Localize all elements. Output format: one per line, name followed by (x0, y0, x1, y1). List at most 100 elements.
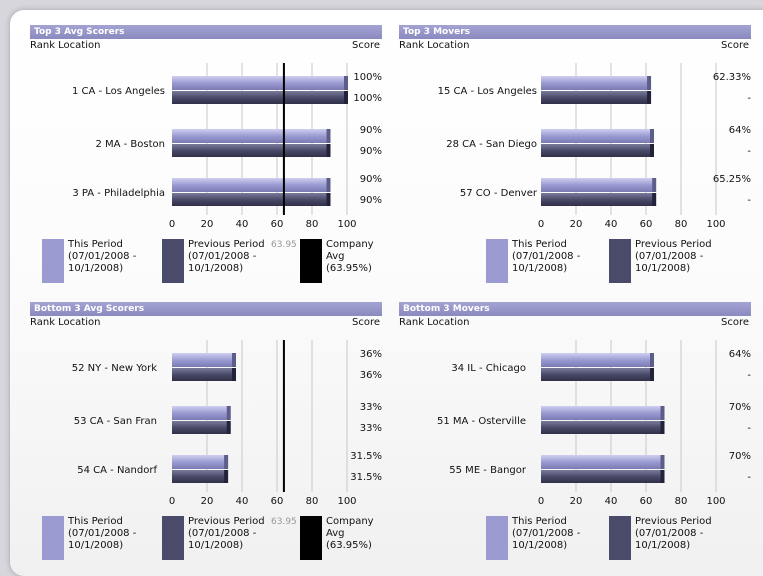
previous-period-bar (172, 144, 330, 157)
previous-period-bar (541, 368, 653, 381)
rank-location-header: Rank Location (399, 317, 470, 328)
rank-location-header: Rank Location (30, 317, 101, 328)
panel-title: Bottom 3 Avg Scorers (30, 302, 382, 316)
legend-this-period-label: This Period (07/01/2008 - 10/1/2008) (68, 239, 137, 274)
this-period-value-label: 62.33% (713, 72, 751, 83)
this-period-bar (172, 406, 230, 420)
this-period-bar (541, 353, 653, 367)
this-period-value-label: 70% (729, 402, 751, 413)
row-rank-location-label: 53 CA - San Fran (74, 416, 157, 427)
this-period-bar (541, 178, 656, 192)
legend-previous-period-label: Previous Period (07/01/2008 - 10/1/2008) (635, 239, 712, 274)
previous-period-bar (172, 470, 228, 483)
legend-this-period: This Period (07/01/2008 - 10/1/2008) (42, 516, 162, 560)
this-period-swatch (486, 516, 508, 560)
previous-period-bar-edge (224, 470, 229, 483)
x-tick-label: 40 (605, 219, 618, 230)
panel-title: Top 3 Movers (399, 25, 751, 39)
previous-period-bar-edge (650, 368, 654, 381)
previous-period-value-label: 36% (360, 370, 382, 381)
row-rank-location-label: 15 CA - Los Angeles (438, 86, 537, 97)
this-period-bar (541, 455, 664, 469)
this-period-bar-edge (650, 353, 654, 367)
legend-previous-period: Previous Period (07/01/2008 - 10/1/2008) (609, 516, 739, 560)
score-header: Score (720, 317, 749, 328)
previous-period-bar-edge (660, 470, 665, 483)
legend-this-period-label: This Period (07/01/2008 - 10/1/2008) (512, 239, 581, 274)
row-rank-location-label: 52 NY - New York (72, 363, 157, 374)
company-avg-value-label: 63.95 (271, 517, 297, 527)
previous-period-bar-edge (652, 193, 657, 206)
this-period-bar (172, 353, 235, 367)
bottom-movers-panel: Bottom 3 Movers Rank Location Score 34 I… (399, 302, 751, 572)
previous-period-value-label: 90% (360, 195, 382, 206)
x-tick-label: 20 (570, 496, 583, 507)
previous-period-bar (172, 193, 330, 206)
legend-previous-period-label: Previous Period (07/01/2008 - 10/1/2008) (635, 516, 712, 551)
this-period-bar-edge (326, 129, 331, 143)
previous-period-value-label: - (747, 93, 751, 104)
previous-period-bar-edge (647, 91, 652, 104)
x-tick-label: 80 (675, 219, 688, 230)
score-header: Score (351, 40, 380, 51)
this-period-bar-edge (650, 129, 654, 143)
score-header: Score (720, 40, 749, 51)
bar-chart: 34 IL - Chicago 64% - 51 MA - Osterville 70%… (437, 340, 751, 507)
previous-period-bar-edge (650, 144, 654, 157)
x-tick-label: 20 (201, 219, 214, 230)
this-period-value-label: 64% (729, 125, 751, 136)
previous-period-bar (541, 144, 653, 157)
dashboard-frame: Top 3 Avg Scorers Rank Location Score 1 … (10, 10, 763, 576)
previous-period-bar (541, 91, 651, 104)
this-period-bar-edge (344, 76, 348, 90)
this-period-value-label: 36% (360, 349, 382, 360)
panel-title: Bottom 3 Movers (399, 302, 751, 316)
previous-period-bar (541, 421, 664, 434)
previous-period-bar-edge (660, 421, 665, 434)
this-period-bar-edge (224, 455, 229, 469)
previous-period-bar (172, 368, 235, 381)
this-period-value-label: 90% (360, 125, 382, 136)
previous-period-bar-edge (226, 421, 231, 434)
rank-location-header: Rank Location (399, 40, 470, 51)
this-period-swatch (486, 239, 508, 283)
x-tick-label: 40 (605, 496, 618, 507)
this-period-value-label: 90% (360, 174, 382, 185)
this-period-bar (541, 76, 651, 90)
this-period-value-label: 33% (360, 402, 382, 413)
legend-this-period: This Period (07/01/2008 - 10/1/2008) (486, 239, 606, 283)
previous-period-value-label: - (747, 195, 751, 206)
x-tick-label: 40 (236, 496, 249, 507)
bottom-avg-scorers-panel: Bottom 3 Avg Scorers Rank Location Score… (30, 302, 382, 572)
legend-previous-period-label: Previous Period (07/01/2008 - 10/1/2008) (188, 516, 265, 551)
legend-previous-period: Previous Period (07/01/2008 - 10/1/2008) (162, 239, 292, 283)
legend-company-avg: Company Avg (63.95%) (300, 239, 382, 283)
legend-this-period-label: This Period (07/01/2008 - 10/1/2008) (68, 516, 137, 551)
this-period-value-label: 65.25% (713, 174, 751, 185)
top-avg-scorers-panel: Top 3 Avg Scorers Rank Location Score 1 … (30, 25, 382, 295)
this-period-value-label: 100% (353, 72, 382, 83)
x-tick-label: 40 (236, 219, 249, 230)
company-avg-value-label: 63.95 (271, 240, 297, 250)
this-period-bar (541, 129, 653, 143)
this-period-swatch (42, 516, 64, 560)
previous-period-swatch (162, 516, 184, 560)
previous-period-bar-edge (344, 91, 348, 104)
x-tick-label: 60 (271, 219, 284, 230)
legend-company-avg: Company Avg (63.95%) (300, 516, 382, 560)
previous-period-value-label: 100% (353, 93, 382, 104)
this-period-bar-edge (660, 455, 665, 469)
x-tick-label: 80 (306, 496, 319, 507)
legend-company-avg-label: Company Avg (63.95%) (326, 516, 374, 551)
x-tick-label: 100 (337, 219, 356, 230)
this-period-bar (172, 455, 228, 469)
this-period-bar (172, 178, 330, 192)
x-tick-label: 20 (570, 219, 583, 230)
x-tick-label: 100 (706, 496, 725, 507)
this-period-bar (541, 406, 664, 420)
x-tick-label: 100 (706, 219, 725, 230)
row-rank-location-label: 1 CA - Los Angeles (72, 86, 165, 97)
legend-previous-period-label: Previous Period (07/01/2008 - 10/1/2008) (188, 239, 265, 274)
panel-title: Top 3 Avg Scorers (30, 25, 382, 39)
previous-period-value-label: - (747, 472, 751, 483)
